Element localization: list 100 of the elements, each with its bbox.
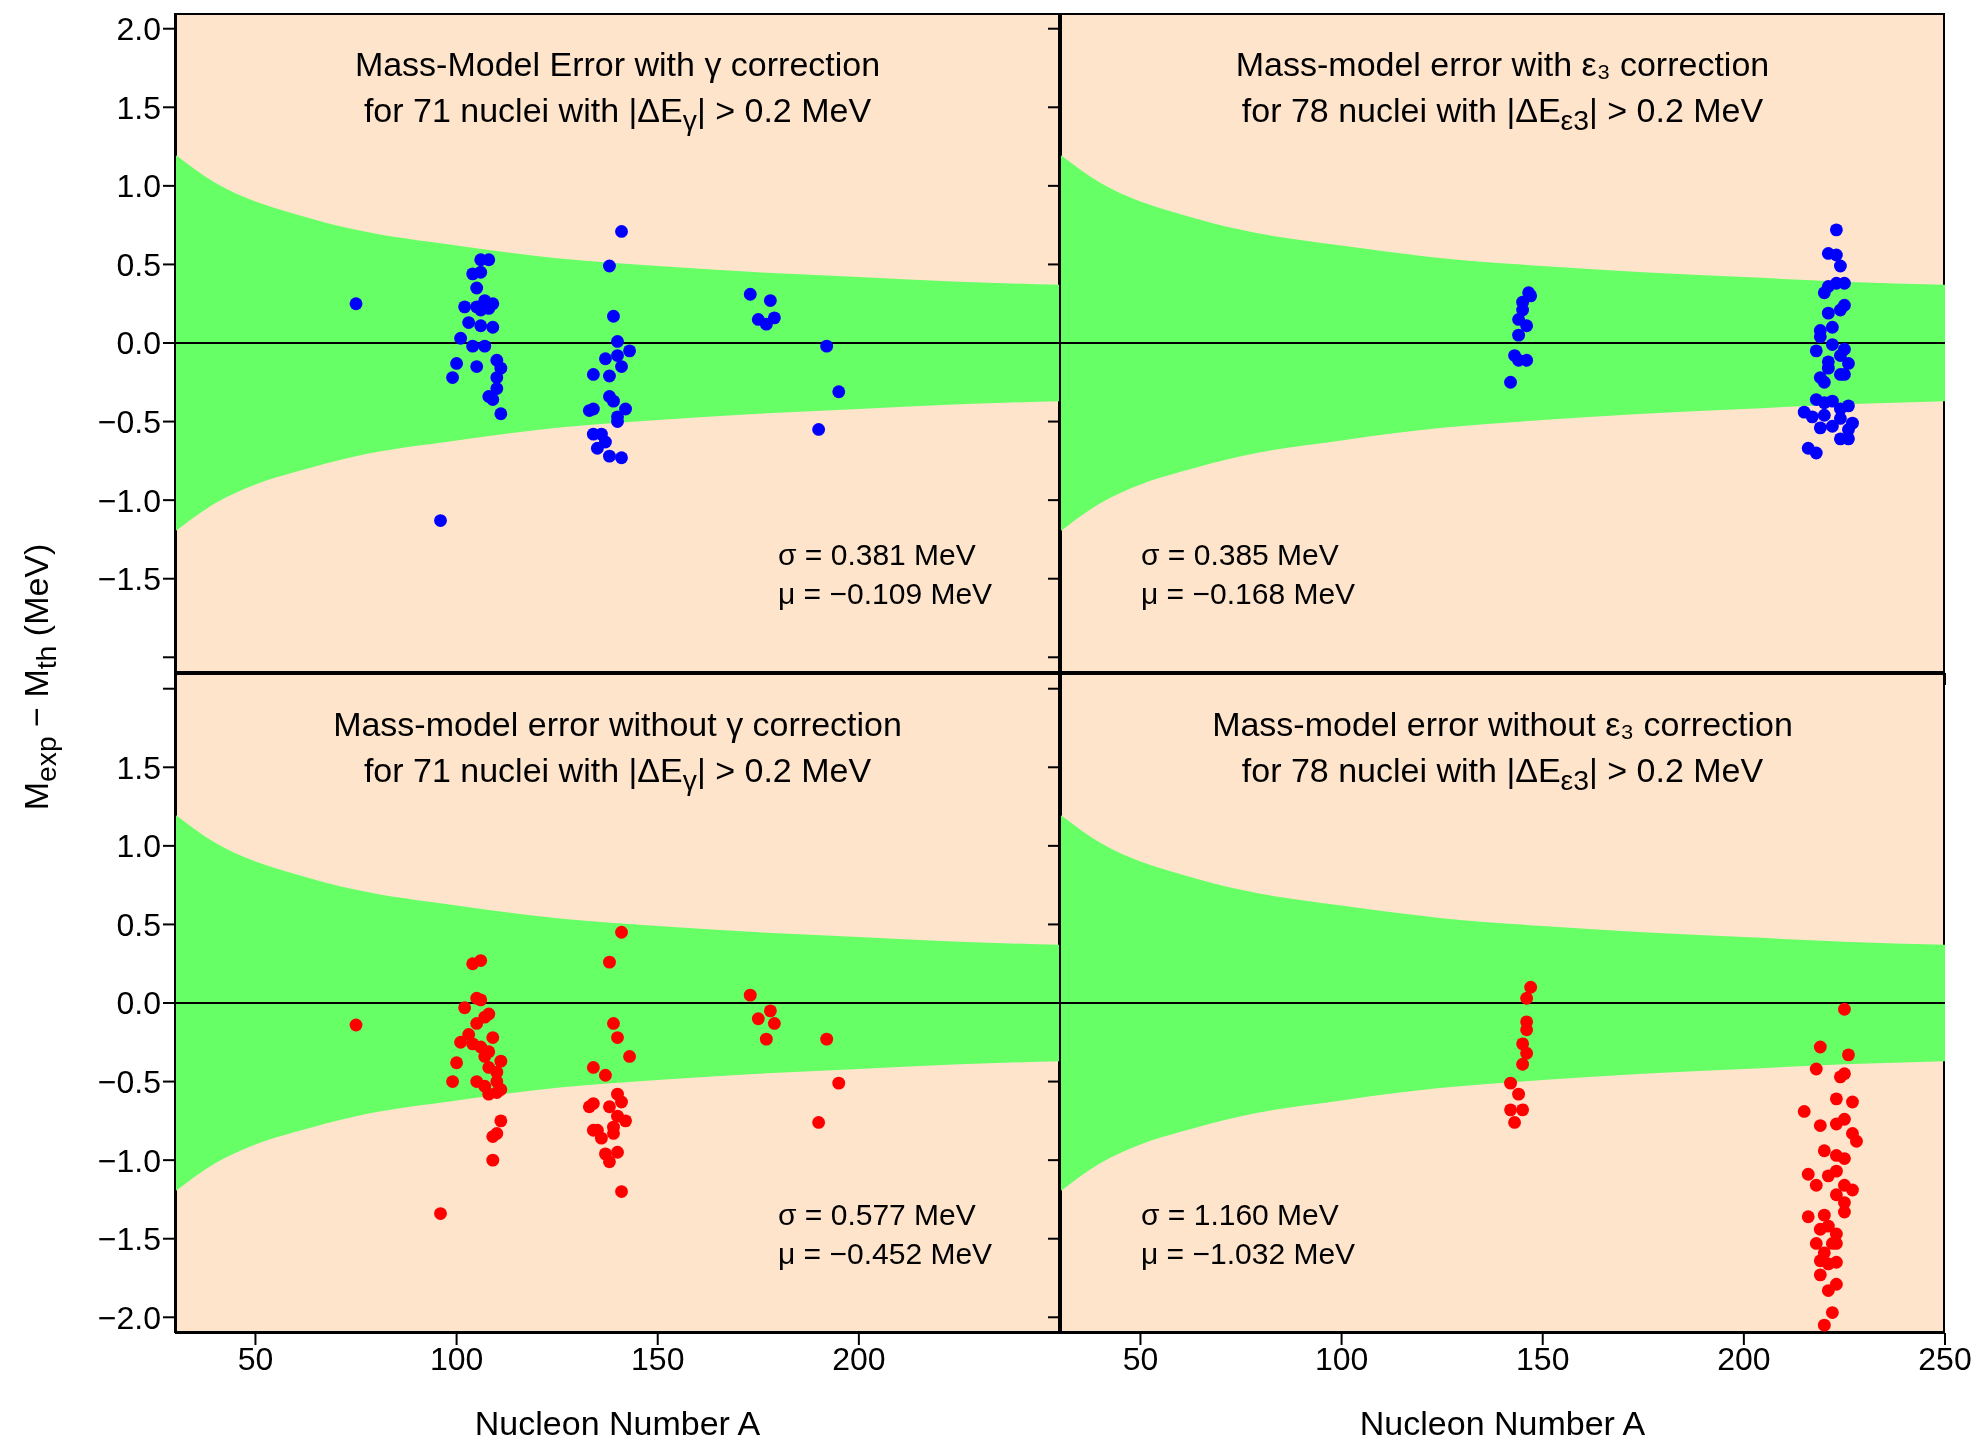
point bbox=[1838, 1112, 1851, 1126]
point bbox=[1829, 248, 1843, 262]
point bbox=[1813, 421, 1827, 435]
x-tick-label: 150 bbox=[631, 1340, 685, 1377]
point bbox=[1520, 353, 1534, 367]
point bbox=[1833, 1070, 1847, 1084]
x-tick-label: 100 bbox=[429, 1340, 484, 1377]
y-tick-label: 0.0 bbox=[116, 985, 161, 1022]
point bbox=[474, 319, 488, 333]
point bbox=[1829, 223, 1843, 237]
y-tick-label: 0.5 bbox=[116, 906, 161, 943]
x-tick-label: 50 bbox=[237, 1340, 274, 1377]
point bbox=[1838, 1205, 1851, 1219]
point bbox=[1817, 1144, 1831, 1158]
point bbox=[1838, 1002, 1851, 1016]
y-tick-label: −1.0 bbox=[97, 1142, 161, 1179]
point bbox=[603, 259, 616, 273]
annotation: μ = −0.168 MeV bbox=[1141, 576, 1356, 612]
point bbox=[1825, 1306, 1839, 1319]
point bbox=[1805, 410, 1819, 424]
annotation: σ = 0.381 MeV bbox=[778, 537, 977, 573]
point bbox=[486, 393, 500, 406]
point bbox=[1813, 1040, 1827, 1054]
point bbox=[590, 441, 604, 455]
point bbox=[490, 382, 504, 395]
y-tick-label: −1.0 bbox=[97, 482, 161, 519]
x-tick-label: 150 bbox=[1516, 1340, 1570, 1377]
point bbox=[1817, 1208, 1831, 1222]
point bbox=[615, 451, 628, 465]
x-tick-label: 50 bbox=[1122, 1340, 1159, 1377]
point bbox=[458, 300, 472, 314]
annotation: μ = −1.032 MeV bbox=[1141, 1236, 1356, 1272]
point bbox=[820, 339, 834, 353]
point bbox=[1516, 1057, 1530, 1071]
point bbox=[586, 402, 600, 416]
point bbox=[1512, 328, 1526, 342]
point bbox=[1512, 1087, 1526, 1101]
point bbox=[1813, 1222, 1827, 1236]
point bbox=[490, 371, 504, 384]
y-tick-label: 2.0 bbox=[116, 11, 161, 48]
point bbox=[1825, 320, 1839, 334]
point bbox=[1504, 375, 1517, 389]
point bbox=[599, 352, 612, 366]
point bbox=[603, 449, 616, 463]
point bbox=[1825, 419, 1839, 433]
point bbox=[763, 294, 777, 307]
y-tick-label: 1.5 bbox=[116, 89, 161, 126]
point bbox=[607, 309, 620, 323]
x-tick-label: 100 bbox=[1314, 1340, 1369, 1377]
text: Mass-model error with ε₃ correction bbox=[1234, 44, 1771, 85]
point bbox=[1829, 1164, 1843, 1178]
point bbox=[1825, 338, 1839, 351]
point bbox=[470, 281, 484, 295]
point bbox=[767, 311, 781, 325]
point bbox=[482, 253, 496, 267]
point bbox=[1842, 1048, 1855, 1062]
point bbox=[1838, 1152, 1851, 1165]
x-tick-label: 200 bbox=[1717, 1340, 1771, 1377]
text: for 78 nuclei with |ΔE$_{ε3}$| > 0.2 MeV bbox=[1240, 90, 1765, 138]
point bbox=[1817, 286, 1831, 300]
point bbox=[832, 385, 846, 399]
point bbox=[1829, 1092, 1843, 1106]
point bbox=[1846, 1183, 1859, 1197]
point bbox=[1817, 1318, 1831, 1332]
point bbox=[1825, 394, 1839, 408]
point bbox=[434, 514, 447, 527]
point bbox=[619, 402, 632, 416]
point bbox=[586, 368, 600, 381]
point bbox=[1504, 1103, 1517, 1117]
x-axis-title: Nucleon Number A bbox=[1359, 1404, 1646, 1442]
point bbox=[349, 297, 363, 311]
text: Mass-model error without ε₃ correction bbox=[1211, 704, 1794, 745]
point bbox=[611, 349, 624, 362]
text: for 71 nuclei with |ΔE$_{γ}$| > 0.2 MeV bbox=[362, 90, 873, 138]
point bbox=[446, 371, 459, 384]
point bbox=[1817, 408, 1831, 422]
annotation: μ = −0.452 MeV bbox=[778, 1236, 993, 1272]
point bbox=[1809, 1062, 1823, 1076]
annotation: μ = −0.109 MeV bbox=[778, 576, 993, 612]
point bbox=[462, 316, 476, 329]
x-tick-label: 200 bbox=[832, 1340, 886, 1377]
annotation: σ = 0.385 MeV bbox=[1141, 537, 1340, 573]
y-tick-label: 1.0 bbox=[116, 168, 161, 205]
point bbox=[812, 423, 826, 436]
point bbox=[603, 369, 616, 383]
point bbox=[454, 331, 468, 345]
point bbox=[615, 225, 628, 238]
point bbox=[1516, 1103, 1530, 1117]
y-tick-label: −0.5 bbox=[97, 403, 161, 440]
point bbox=[1809, 344, 1823, 358]
x-axis-title: Nucleon Number A bbox=[474, 1404, 761, 1442]
y-tick-label: 0.5 bbox=[116, 246, 161, 283]
point bbox=[611, 335, 624, 348]
text: Mass-Model Error with γ correction bbox=[353, 44, 882, 85]
point bbox=[1520, 1023, 1534, 1037]
point bbox=[486, 320, 500, 334]
point bbox=[1821, 1257, 1835, 1271]
point bbox=[1821, 1284, 1835, 1297]
point bbox=[478, 339, 492, 353]
x-tick-label: 250 bbox=[1918, 1340, 1972, 1377]
